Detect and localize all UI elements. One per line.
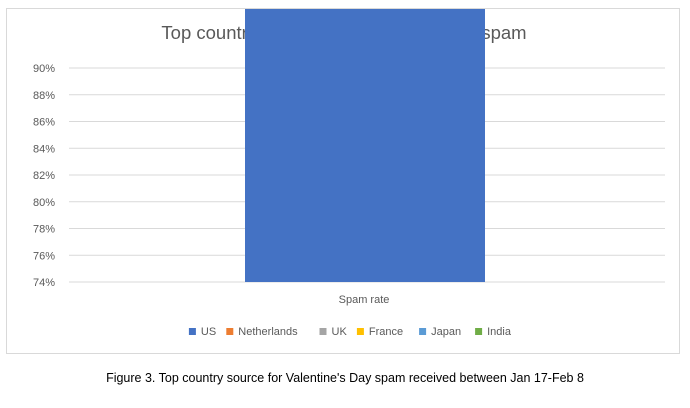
stacked-bar	[245, 9, 485, 282]
y-tick-label: 90%	[33, 63, 55, 75]
category-label: Spam rate	[339, 294, 390, 306]
legend-swatch-india	[475, 328, 483, 335]
legend-swatch-uk	[319, 328, 327, 335]
legend: US Netherlands UK France Japan India	[188, 326, 512, 338]
legend-swatch-netherlands	[226, 328, 234, 335]
y-tick-label: 84%	[33, 143, 55, 155]
y-tick-label: 86%	[33, 117, 55, 129]
chart-svg: Top country source for Valentine's Day s…	[33, 9, 665, 338]
chart-frame: Top country source for Valentine's Day s…	[6, 8, 680, 354]
y-tick-label: 76%	[33, 250, 55, 262]
legend-label-france: France	[369, 326, 403, 338]
y-tick-label: 80%	[33, 197, 55, 209]
y-tick-label: 88%	[33, 90, 55, 102]
legend-swatch-us	[188, 328, 196, 335]
y-tick-label: 74%	[33, 277, 55, 289]
figure-caption: Figure 3. Top country source for Valenti…	[106, 371, 584, 385]
legend-label-uk: UK	[332, 326, 348, 338]
legend-label-japan: Japan	[431, 326, 461, 338]
legend-swatch-france	[356, 328, 364, 335]
legend-label-india: India	[487, 326, 512, 338]
y-tick-label: 82%	[33, 170, 55, 182]
legend-label-us: US	[201, 326, 216, 338]
y-tick-label: 78%	[33, 224, 55, 236]
y-axis-ticks: 74% 76% 78% 80% 82% 84% 86% 88% 90%	[33, 63, 55, 289]
legend-swatch-japan	[419, 328, 427, 335]
bar-segment-us	[245, 9, 485, 282]
legend-label-netherlands: Netherlands	[238, 326, 298, 338]
